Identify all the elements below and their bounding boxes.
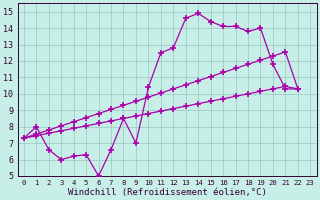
X-axis label: Windchill (Refroidissement éolien,°C): Windchill (Refroidissement éolien,°C) — [68, 188, 267, 197]
